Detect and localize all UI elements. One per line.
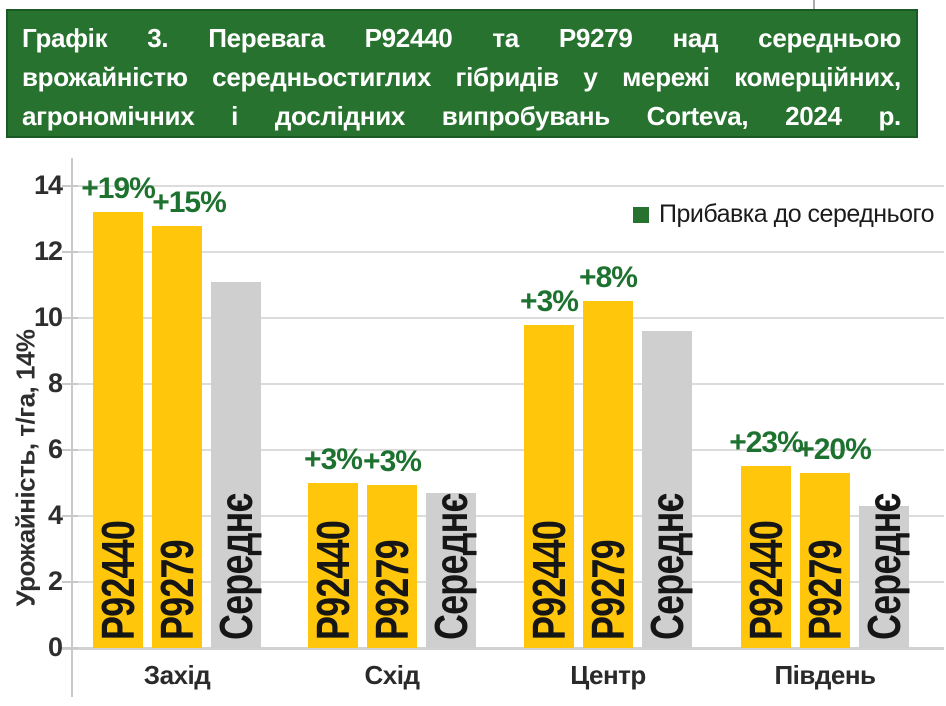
y-tick-mark bbox=[62, 251, 78, 253]
bar: Середнє bbox=[858, 493, 910, 648]
bar-pct-label: +3% bbox=[304, 443, 363, 476]
gridline bbox=[72, 515, 944, 517]
y-tick-mark bbox=[62, 317, 78, 319]
gridline bbox=[72, 383, 944, 385]
y-tick-label: 6 bbox=[47, 434, 63, 464]
title-line-1: Графік 3. Перевага Р92440 та Р9279 над с… bbox=[22, 23, 901, 53]
bar-pct-label: +8% bbox=[579, 261, 638, 294]
y-tick-label: 0 bbox=[47, 632, 63, 662]
bar: Р9279 bbox=[582, 301, 634, 648]
bar-label: Середнє bbox=[858, 493, 910, 640]
x-category-label: Схід bbox=[364, 660, 420, 690]
y-tick-label: 8 bbox=[47, 368, 63, 398]
y-tick-mark bbox=[62, 581, 78, 583]
bar: Р9279 bbox=[799, 473, 851, 648]
gridline bbox=[72, 449, 944, 451]
y-tick-mark bbox=[62, 383, 78, 385]
bar-label: Р92440 bbox=[92, 520, 144, 640]
bar-label: Середнє bbox=[210, 493, 262, 640]
legend: Прибавка до середнього bbox=[633, 200, 935, 229]
legend-label: Прибавка до середнього bbox=[659, 200, 935, 228]
y-tick-label: 10 bbox=[33, 302, 63, 332]
chart-title-banner: Графік 3. Перевага Р92440 та Р9279 над с… bbox=[6, 9, 918, 138]
title-line-2: врожайністю середньостиглих гібридів у м… bbox=[22, 62, 901, 92]
bar-label: Р92440 bbox=[740, 520, 792, 640]
bar: Середнє bbox=[210, 282, 262, 648]
bar: Р92440 bbox=[523, 325, 575, 648]
y-axis-title: Урожайність, т/га, 14% bbox=[10, 329, 41, 607]
y-tick-label: 12 bbox=[33, 236, 63, 266]
y-tick-label: 14 bbox=[33, 170, 63, 200]
y-tick-mark bbox=[62, 185, 78, 187]
bar: Р92440 bbox=[92, 212, 144, 648]
bar-pct-label: +23% bbox=[729, 426, 804, 459]
x-category-label: Центр bbox=[570, 660, 646, 690]
bar: Р9279 bbox=[366, 485, 418, 648]
gridline bbox=[72, 251, 944, 253]
bar-label: Р92440 bbox=[307, 520, 359, 640]
y-axis-line bbox=[71, 158, 73, 697]
bar-label: Р9279 bbox=[799, 540, 851, 640]
y-tick-mark bbox=[62, 515, 78, 517]
bar-label: Р9279 bbox=[366, 540, 418, 640]
page-artifact-line bbox=[813, 0, 815, 11]
bar-label: Середнє bbox=[641, 493, 693, 640]
x-axis-baseline bbox=[58, 647, 944, 650]
bar: Р92440 bbox=[740, 466, 792, 648]
bar-label: Середнє bbox=[425, 493, 477, 640]
x-category-label: Захід bbox=[143, 660, 211, 690]
bar: Середнє bbox=[425, 493, 477, 648]
bar-label: Р9279 bbox=[151, 540, 203, 640]
gridline bbox=[72, 581, 944, 583]
y-tick-label: 2 bbox=[47, 566, 63, 596]
legend-swatch bbox=[633, 206, 649, 223]
bar-pct-label: +19% bbox=[81, 172, 156, 205]
bar-pct-label: +3% bbox=[520, 285, 579, 318]
bar-pct-label: +20% bbox=[797, 433, 872, 466]
bar-pct-label: +15% bbox=[152, 186, 227, 219]
bar: Р9279 bbox=[151, 226, 203, 648]
gridline bbox=[72, 185, 944, 187]
bar: Р92440 bbox=[307, 483, 359, 648]
y-tick-mark bbox=[62, 449, 78, 451]
x-category-label: Південь bbox=[774, 660, 876, 690]
gridline bbox=[72, 317, 944, 319]
bar-label: Р92440 bbox=[523, 520, 575, 640]
bar-label: Р9279 bbox=[582, 540, 634, 640]
y-tick-mark bbox=[62, 647, 78, 649]
bar-pct-label: +3% bbox=[363, 445, 422, 478]
y-tick-label: 4 bbox=[47, 500, 63, 530]
bar: Середнє bbox=[641, 331, 693, 648]
title-line-3: агрономічних і дослідних випробувань Cor… bbox=[22, 101, 901, 131]
